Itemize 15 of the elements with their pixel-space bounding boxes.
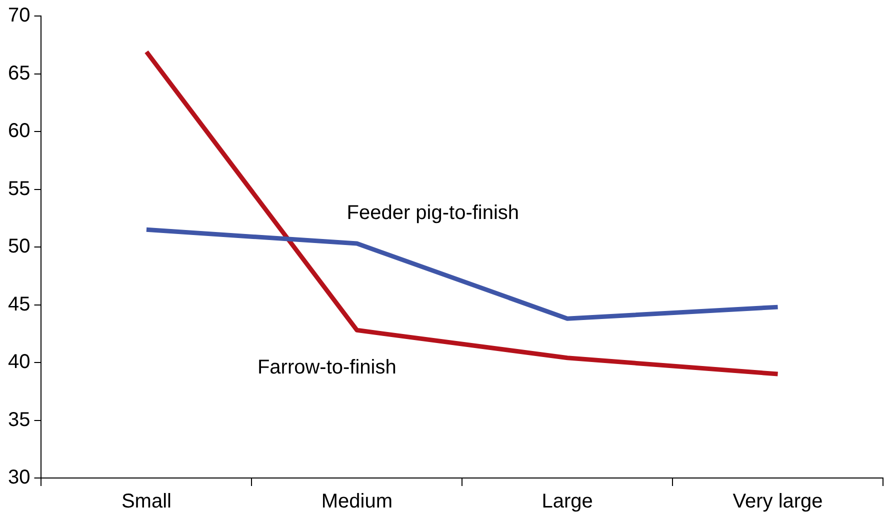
x-tick-label: Very large [732,490,823,513]
y-tick-label: 40 [8,351,30,374]
series-label: Farrow-to-finish [257,356,396,379]
y-tick-label: 30 [8,466,30,489]
x-tick-label: Medium [321,490,392,513]
y-tick-label: 65 [8,62,30,84]
x-tick-label: Small [121,490,172,513]
y-tick-label: 60 [8,120,30,142]
series-label: Feeder pig-to-finish [346,202,520,224]
y-tick-label: 50 [8,236,30,258]
y-tick-label: 45 [8,293,30,316]
x-tick-label: Large [542,490,593,513]
y-tick-label: 35 [8,408,30,431]
y-tick-label: 55 [8,178,30,200]
y-tick-label: 70 [8,4,30,27]
